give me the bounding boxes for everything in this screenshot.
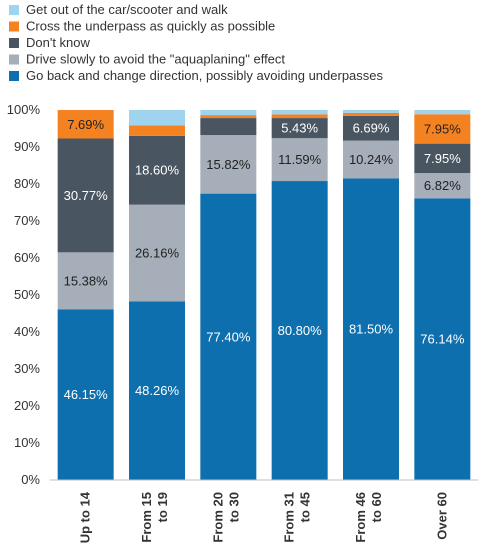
bar-segment	[271, 110, 328, 115]
legend-swatch	[9, 5, 19, 15]
data-label: 77.40%	[206, 329, 251, 344]
bar-segment	[200, 118, 257, 136]
y-tick-label: 80%	[14, 176, 40, 191]
bar-segment	[200, 110, 257, 116]
x-category-label: From 31to 45	[282, 492, 313, 543]
legend-swatch	[9, 21, 19, 32]
x-category-line: From 31	[282, 492, 297, 543]
bar-segment	[129, 110, 185, 126]
x-category-line: Up to 14	[78, 491, 93, 543]
bar-segment	[414, 110, 471, 115]
data-label: 15.82%	[206, 157, 251, 172]
bar-segment	[57, 138, 114, 253]
legend-label: Get out of the car/scooter and walk	[26, 2, 228, 17]
data-label: 15.38%	[64, 273, 109, 288]
x-category-line: From 46	[353, 492, 368, 543]
bar-segment	[343, 112, 399, 116]
bar-segment	[129, 204, 185, 302]
bar-segment	[343, 110, 399, 113]
data-label: 48.26%	[135, 383, 180, 398]
y-tick-label: 60%	[14, 250, 40, 265]
x-category-line: Over 60	[434, 492, 449, 540]
legend: Get out of the car/scooter and walk Cross…	[9, 2, 384, 83]
bar-segment	[129, 125, 185, 136]
bar-segment	[200, 115, 257, 119]
bar-segment	[414, 173, 471, 199]
legend-swatch	[9, 38, 19, 48]
bar-segment	[200, 193, 257, 480]
data-label: 11.59%	[278, 152, 322, 167]
bar-segment	[271, 181, 328, 481]
legend-swatch	[9, 54, 19, 65]
y-axis: 0% 10% 20% 30% 40% 50% 60% 70% 80% 90% 100%	[7, 102, 41, 487]
x-category-line: to 30	[226, 492, 241, 522]
bar-segment	[271, 138, 328, 182]
data-label: 10.24%	[349, 152, 394, 167]
data-label: 6.82%	[424, 178, 461, 193]
x-category-line: to 19	[155, 492, 170, 522]
x-category-line: to 60	[369, 492, 384, 522]
x-category-line: From 20	[210, 492, 225, 543]
bar-segment	[57, 110, 114, 139]
bar-segment	[271, 114, 328, 119]
data-label: 30.77%	[64, 188, 109, 203]
data-label: 81.50%	[349, 322, 394, 337]
bar-segment	[271, 118, 328, 139]
y-tick-label: 70%	[14, 213, 40, 228]
data-label: 7.69%	[67, 117, 104, 132]
bar-segment	[129, 135, 185, 205]
bar-segment	[343, 178, 399, 480]
x-category-label: From 46to 60	[353, 492, 384, 543]
data-label: 46.15%	[64, 387, 109, 402]
x-category-label: From 15to 19	[139, 492, 170, 543]
bar-segment	[414, 198, 471, 481]
x-category-label: Up to 14	[78, 491, 93, 543]
bar-segment	[200, 135, 257, 194]
bar-segment	[414, 114, 471, 144]
data-label: 76.14%	[420, 332, 465, 347]
bar-segment	[414, 143, 471, 174]
bar-segment	[57, 252, 114, 310]
x-category-label: Over 60	[434, 492, 449, 540]
x-category-line: From 15	[139, 492, 154, 543]
x-axis: Up to 14 From 15to 19 From 20to 30 From 31t…	[78, 491, 450, 543]
legend-swatch	[9, 71, 19, 81]
y-tick-label: 20%	[14, 398, 40, 413]
plot-area: 46.15% 15.38% 30.77% 7.69% 48.26% 26.16% 18.60…	[50, 110, 478, 481]
y-tick-label: 100%	[7, 102, 41, 117]
legend-label: Go back and change direction, possibly a…	[26, 68, 384, 83]
y-tick-label: 30%	[14, 361, 40, 376]
data-label: 26.16%	[135, 246, 180, 261]
bar-segment	[57, 309, 114, 480]
bar-segment	[129, 301, 185, 480]
y-tick-label: 10%	[14, 435, 40, 450]
legend-label: Cross the underpass as quickly as possib…	[26, 19, 275, 34]
y-tick-label: 40%	[14, 324, 40, 339]
data-label: 7.95%	[424, 151, 461, 166]
y-tick-label: 50%	[14, 287, 40, 302]
data-label: 18.60%	[135, 163, 180, 178]
data-label: 5.43%	[281, 121, 318, 136]
bar-segment	[343, 140, 399, 179]
y-tick-label: 90%	[14, 139, 40, 154]
legend-label: Drive slowly to avoid the "aquaplaning" …	[26, 52, 285, 67]
bar-segment	[343, 115, 399, 141]
x-category-label: From 20to 30	[210, 492, 241, 543]
x-category-line: to 45	[298, 492, 313, 522]
data-label: 80.80%	[278, 323, 323, 338]
data-label: 7.95%	[424, 121, 461, 136]
y-tick-label: 0%	[21, 472, 40, 487]
data-label: 6.69%	[353, 121, 390, 136]
legend-label: Don't know	[26, 35, 91, 50]
